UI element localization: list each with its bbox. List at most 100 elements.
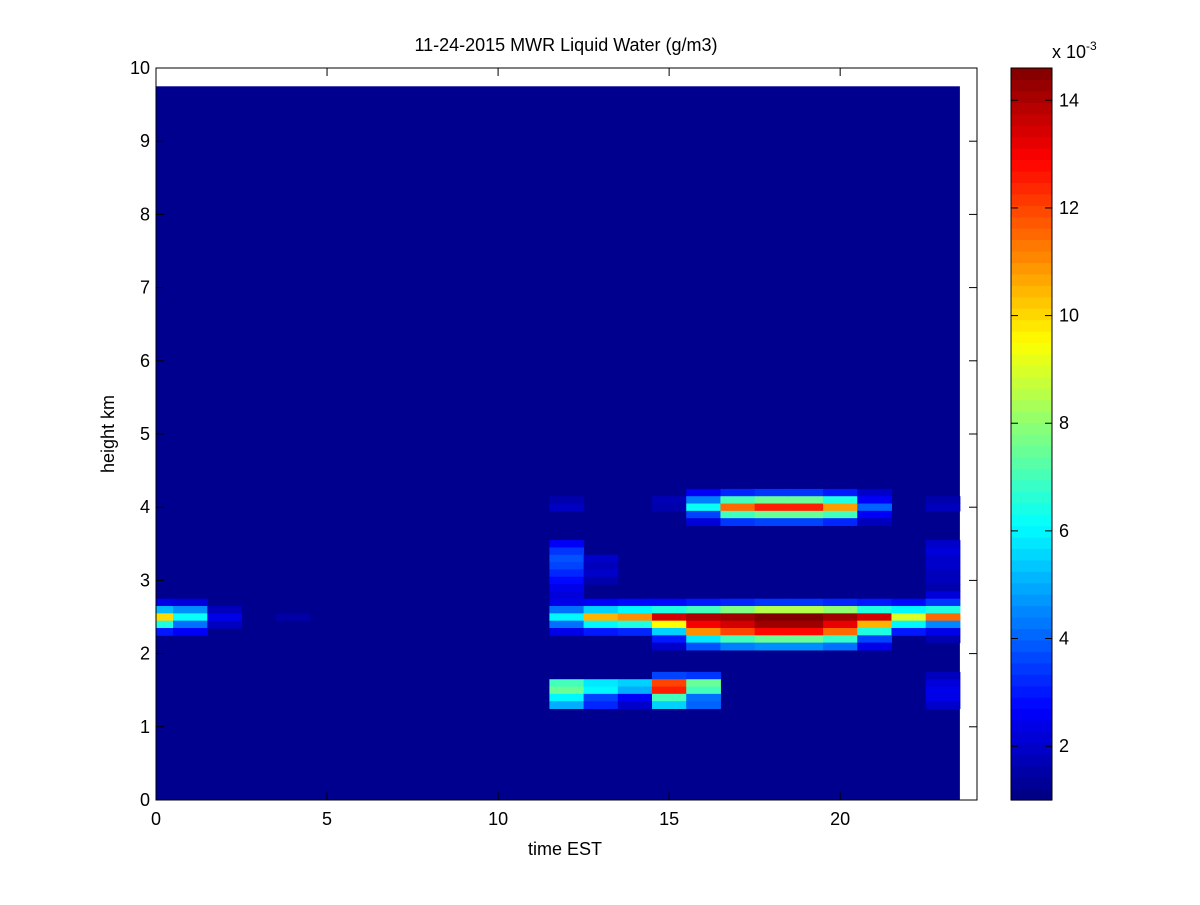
- y-tick-label: 3: [140, 570, 150, 590]
- heatmap-cell: [720, 613, 756, 622]
- heatmap-cell: [583, 613, 619, 622]
- colorbar-band: [1011, 102, 1052, 115]
- heatmap-cell: [583, 693, 619, 702]
- heatmap-cell: [652, 671, 687, 680]
- heatmap-cell: [207, 613, 243, 622]
- heatmap-cell: [925, 693, 961, 702]
- heatmap-cell: [925, 671, 961, 680]
- heatmap-cell: [652, 701, 687, 709]
- heatmap-cell: [720, 642, 756, 651]
- heatmap-cell: [549, 540, 585, 548]
- colorbar-band: [1011, 159, 1052, 172]
- colorbar-band: [1011, 308, 1052, 321]
- colorbar-band: [1011, 685, 1052, 698]
- heatmap-cell: [617, 598, 653, 607]
- heatmap-cell: [207, 606, 243, 614]
- colorbar-band: [1011, 445, 1052, 458]
- heatmap-cell: [925, 554, 961, 563]
- heatmap-cell: [857, 510, 892, 519]
- heatmap-cell: [156, 620, 174, 629]
- heatmap-cell: [891, 620, 927, 629]
- heatmap-cell: [617, 701, 653, 709]
- colorbar-band: [1011, 251, 1052, 264]
- colorbar-band: [1011, 697, 1052, 710]
- y-tick-label: 0: [140, 790, 150, 810]
- heatmap-cell: [549, 686, 585, 695]
- heatmap-cell: [788, 642, 824, 651]
- heatmap-cell: [686, 510, 721, 519]
- colorbar-band: [1011, 605, 1052, 618]
- heatmap-cell: [583, 554, 619, 563]
- colorbar-band: [1011, 422, 1052, 435]
- heatmap-cell: [788, 598, 824, 607]
- heatmap-cell: [788, 510, 824, 519]
- heatmap-cell: [549, 496, 585, 505]
- x-tick-label: 10: [488, 809, 508, 829]
- colorbar-ticks: 2 4 6 8 10 12 14: [1011, 90, 1079, 756]
- heatmap-cell: [754, 606, 790, 614]
- heatmap-cell: [583, 606, 619, 614]
- colorbar-tick-label: 6: [1059, 521, 1069, 541]
- heatmap-cell: [549, 591, 585, 600]
- heatmap-cell: [925, 562, 961, 570]
- colorbar-tick-label: 10: [1059, 306, 1079, 326]
- colorbar-band: [1011, 205, 1052, 218]
- heatmap-cell: [857, 598, 892, 607]
- colorbar-band: [1011, 788, 1052, 801]
- heatmap-cell: [173, 613, 208, 622]
- heatmap-cell: [207, 620, 243, 629]
- heatmap-cell: [686, 488, 721, 497]
- colorbar-band: [1011, 651, 1052, 664]
- colorbar-band: [1011, 296, 1052, 309]
- heatmap-cell: [686, 635, 721, 644]
- heatmap-cell: [925, 591, 961, 600]
- colorbar-band: [1011, 285, 1052, 298]
- heatmap-cell: [549, 627, 585, 636]
- heatmap-cell: [925, 686, 961, 695]
- heatmap-cell: [754, 613, 790, 622]
- colorbar-band: [1011, 548, 1052, 561]
- heatmap-cell: [720, 488, 756, 497]
- colorbar-band: [1011, 468, 1052, 481]
- heatmap-cell: [617, 627, 653, 636]
- heatmap-cell: [686, 518, 721, 526]
- heatmap-cell: [686, 627, 721, 636]
- heatmap-cell: [583, 679, 619, 688]
- heatmap-cell: [686, 693, 721, 702]
- heatmap-cell: [857, 613, 892, 622]
- heatmap-cell: [652, 598, 687, 607]
- heatmap-cell: [275, 613, 311, 622]
- heatmap-cell: [823, 642, 858, 651]
- heatmap-cell: [925, 496, 961, 505]
- heatmap-cell: [891, 606, 927, 614]
- heatmap-cell: [754, 503, 790, 512]
- heatmap-cell: [549, 693, 585, 702]
- y-tick-label: 2: [140, 644, 150, 664]
- x-tick-label: 5: [322, 809, 332, 829]
- heatmap-cell: [788, 606, 824, 614]
- heatmap-cell: [857, 488, 892, 497]
- heatmap-cell: [617, 693, 653, 702]
- heatmap-cell: [754, 518, 790, 526]
- colorbar-scale-label: x 10-3: [1052, 39, 1097, 62]
- heatmap-cell: [549, 598, 585, 607]
- heatmap-cell: [617, 620, 653, 629]
- heatmap-cell: [549, 620, 585, 629]
- heatmap-cell: [549, 613, 585, 622]
- heatmap-cell: [652, 686, 687, 695]
- heatmap-cell: [686, 606, 721, 614]
- heatmap-cell: [686, 642, 721, 651]
- heatmap-cell: [891, 598, 927, 607]
- colorbar-band: [1011, 136, 1052, 149]
- heatmap-cell: [891, 627, 927, 636]
- colorbar-band: [1011, 731, 1052, 744]
- colorbar-band: [1011, 411, 1052, 424]
- heatmap-cell: [823, 606, 858, 614]
- heatmap-cell: [686, 613, 721, 622]
- colorbar-band: [1011, 353, 1052, 366]
- colorbar-tick-label: 12: [1059, 198, 1079, 218]
- heatmap-cell: [823, 510, 858, 519]
- heatmap-cell: [720, 627, 756, 636]
